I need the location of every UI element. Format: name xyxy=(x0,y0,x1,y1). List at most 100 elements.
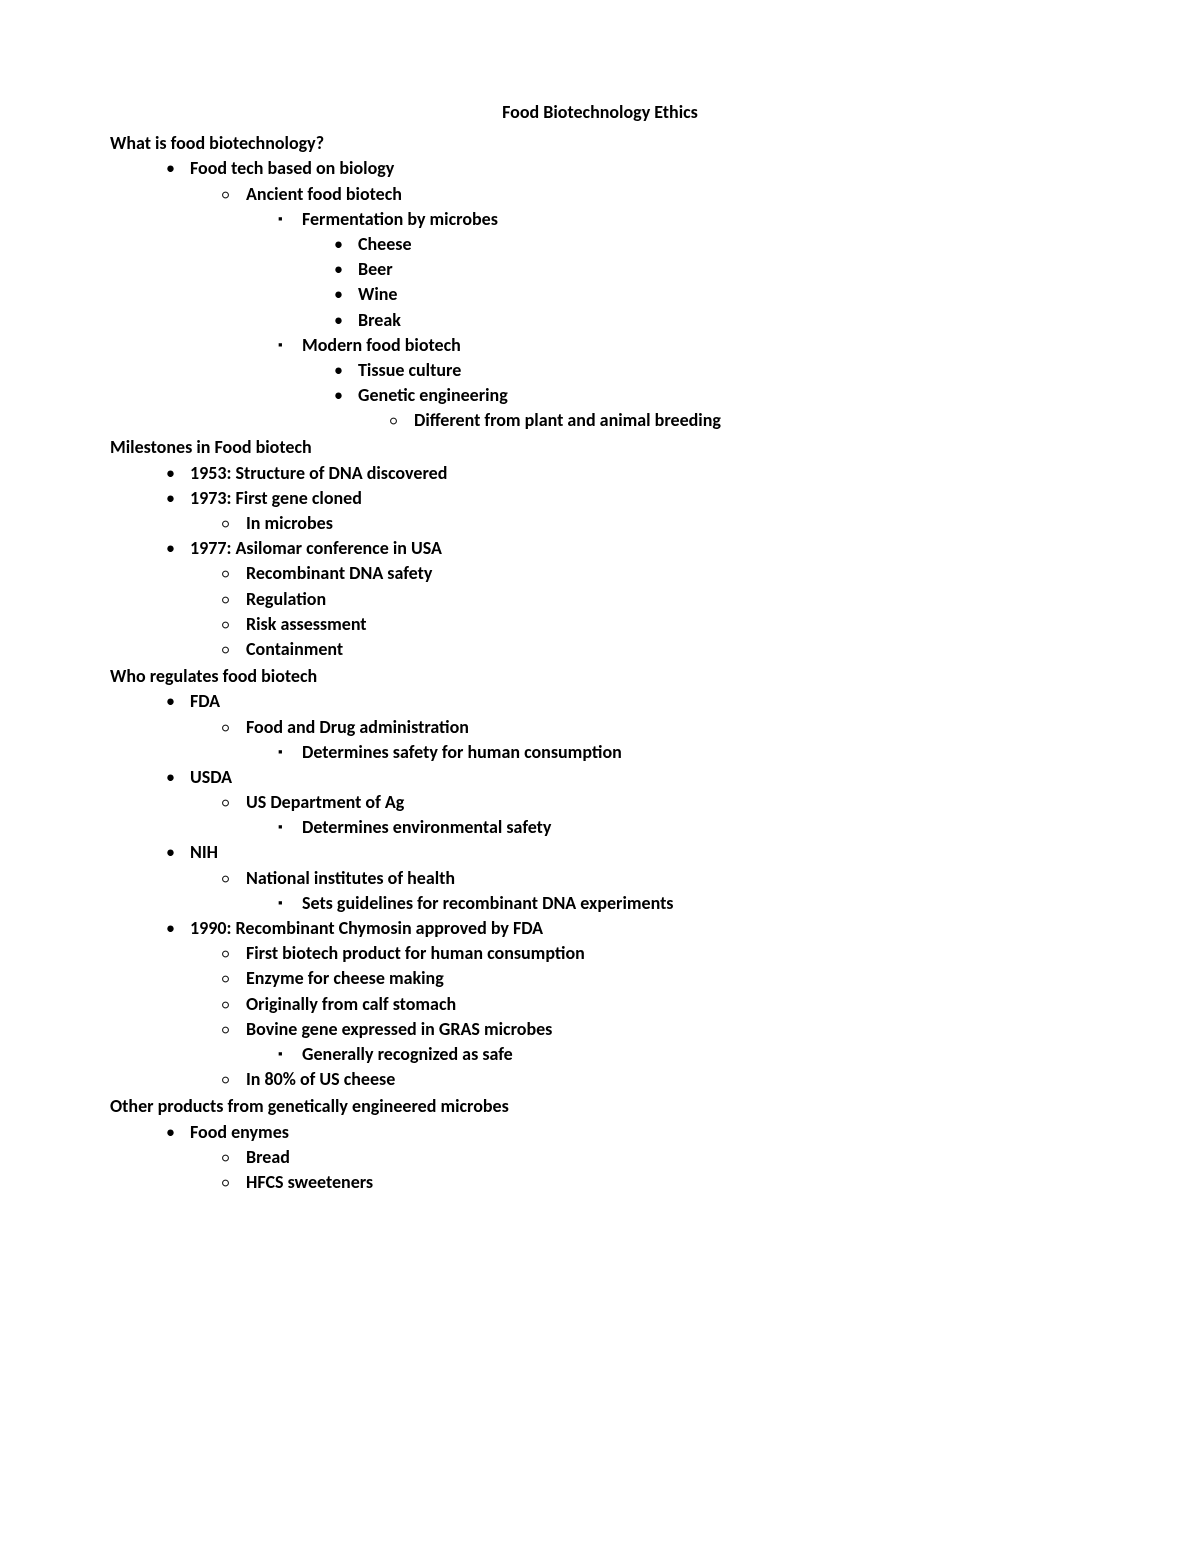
disc-bullet-icon xyxy=(166,689,190,714)
list-item-text: Different from plant and animal breeding xyxy=(414,408,721,433)
disc-bullet-icon xyxy=(166,486,190,511)
list-item-text: 1990: Recombinant Chymosin approved by F… xyxy=(190,916,543,941)
list-item-text: 1973: First gene cloned xyxy=(190,486,362,511)
list-item-text: 1953: Structure of DNA discovered xyxy=(190,461,447,486)
list-item-text: Originally from calf stomach xyxy=(246,992,456,1017)
circle-bullet-icon xyxy=(222,1067,246,1092)
list-item-text: In microbes xyxy=(246,511,333,536)
circle-bullet-icon xyxy=(222,612,246,637)
disc-bullet-icon xyxy=(166,765,190,790)
list-item-text: Fermentation by microbes xyxy=(302,207,498,232)
disc-bullet-icon xyxy=(334,383,358,408)
list-item-text: Wine xyxy=(358,282,397,307)
disc-bullet-icon xyxy=(334,282,358,307)
list-item: Cheese xyxy=(110,232,1090,257)
list-item: In 80% of US cheese xyxy=(110,1067,1090,1092)
list-item: 1973: First gene cloned xyxy=(110,486,1090,511)
circle-bullet-icon xyxy=(222,992,246,1017)
list-item-text: FDA xyxy=(190,689,220,714)
list-item: Wine xyxy=(110,282,1090,307)
disc-bullet-icon xyxy=(166,156,190,181)
list-item-text: 1977: Asilomar conference in USA xyxy=(190,536,442,561)
list-item: Originally from calf stomach xyxy=(110,992,1090,1017)
circle-bullet-icon xyxy=(222,637,246,662)
list-item-text: Risk assessment xyxy=(246,612,367,637)
list-item-text: First biotech product for human consumpt… xyxy=(246,941,585,966)
section-heading: Who regulates food biotech xyxy=(110,664,1090,689)
square-bullet-icon xyxy=(278,333,302,358)
list-item: National institutes of health xyxy=(110,866,1090,891)
list-item-text: Sets guidelines for recombinant DNA expe… xyxy=(302,891,674,916)
list-item: Sets guidelines for recombinant DNA expe… xyxy=(110,891,1090,916)
list-item: Enzyme for cheese making xyxy=(110,966,1090,991)
list-item-text: Food enymes xyxy=(190,1120,289,1145)
circle-bullet-icon xyxy=(222,1017,246,1042)
list-item-text: Generally recognized as safe xyxy=(302,1042,513,1067)
list-item-text: Modern food biotech xyxy=(302,333,461,358)
list-item-text: USDA xyxy=(190,765,232,790)
list-item: Modern food biotech xyxy=(110,333,1090,358)
list-item-text: Bovine gene expressed in GRAS microbes xyxy=(246,1017,552,1042)
list-item-text: Genetic engineering xyxy=(358,383,508,408)
section-heading: Milestones in Food biotech xyxy=(110,435,1090,460)
list-item: USDA xyxy=(110,765,1090,790)
circle-bullet-icon xyxy=(222,511,246,536)
list-item-text: Regulation xyxy=(246,587,326,612)
disc-bullet-icon xyxy=(334,308,358,333)
circle-bullet-icon xyxy=(222,790,246,815)
list-item-text: Determines environmental safety xyxy=(302,815,551,840)
square-bullet-icon xyxy=(278,1042,302,1067)
circle-bullet-icon xyxy=(222,182,246,207)
list-item: FDA xyxy=(110,689,1090,714)
list-item: Ancient food biotech xyxy=(110,182,1090,207)
list-item: Genetic engineering xyxy=(110,383,1090,408)
list-item: Bread xyxy=(110,1145,1090,1170)
section-heading: What is food biotechnology? xyxy=(110,131,1090,156)
circle-bullet-icon xyxy=(222,941,246,966)
list-item: 1953: Structure of DNA discovered xyxy=(110,461,1090,486)
list-item-text: Food tech based on biology xyxy=(190,156,394,181)
outline-list: FDAFood and Drug administrationDetermine… xyxy=(110,689,1090,1092)
list-item: Food tech based on biology xyxy=(110,156,1090,181)
document-body: What is food biotechnology?Food tech bas… xyxy=(110,131,1090,1195)
list-item: Different from plant and animal breeding xyxy=(110,408,1090,433)
disc-bullet-icon xyxy=(166,840,190,865)
circle-bullet-icon xyxy=(222,715,246,740)
list-item: Beer xyxy=(110,257,1090,282)
list-item: Generally recognized as safe xyxy=(110,1042,1090,1067)
list-item: Bovine gene expressed in GRAS microbes xyxy=(110,1017,1090,1042)
disc-bullet-icon xyxy=(166,536,190,561)
list-item: Food and Drug administration xyxy=(110,715,1090,740)
list-item-text: Tissue culture xyxy=(358,358,461,383)
list-item-text: National institutes of health xyxy=(246,866,455,891)
circle-bullet-icon xyxy=(222,1145,246,1170)
list-item: Determines safety for human consumption xyxy=(110,740,1090,765)
square-bullet-icon xyxy=(278,207,302,232)
document-title: Food Biotechnology Ethics xyxy=(110,100,1090,125)
circle-bullet-icon xyxy=(390,408,414,433)
square-bullet-icon xyxy=(278,740,302,765)
list-item-text: Break xyxy=(358,308,401,333)
list-item: Risk assessment xyxy=(110,612,1090,637)
list-item: Fermentation by microbes xyxy=(110,207,1090,232)
list-item: Tissue culture xyxy=(110,358,1090,383)
list-item: First biotech product for human consumpt… xyxy=(110,941,1090,966)
section-heading: Other products from genetically engineer… xyxy=(110,1094,1090,1119)
circle-bullet-icon xyxy=(222,966,246,991)
list-item: US Department of Ag xyxy=(110,790,1090,815)
list-item-text: Ancient food biotech xyxy=(246,182,402,207)
outline-list: 1953: Structure of DNA discovered1973: F… xyxy=(110,461,1090,663)
list-item: 1990: Recombinant Chymosin approved by F… xyxy=(110,916,1090,941)
list-item: NIH xyxy=(110,840,1090,865)
list-item: Regulation xyxy=(110,587,1090,612)
list-item: Recombinant DNA safety xyxy=(110,561,1090,586)
list-item-text: Bread xyxy=(246,1145,290,1170)
disc-bullet-icon xyxy=(166,461,190,486)
disc-bullet-icon xyxy=(166,1120,190,1145)
outline-list: Food enymesBreadHFCS sweeteners xyxy=(110,1120,1090,1196)
circle-bullet-icon xyxy=(222,1170,246,1195)
list-item-text: Food and Drug administration xyxy=(246,715,469,740)
list-item: Determines environmental safety xyxy=(110,815,1090,840)
list-item: In microbes xyxy=(110,511,1090,536)
list-item-text: Beer xyxy=(358,257,393,282)
